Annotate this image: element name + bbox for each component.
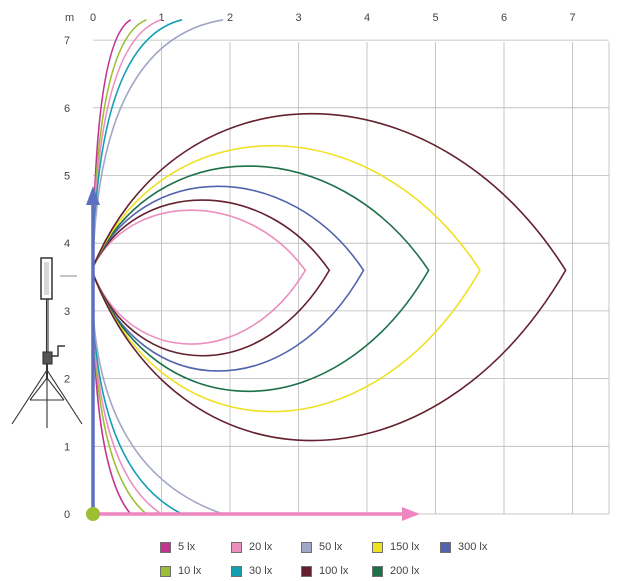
tick-labels: 0 1 2 3 4 5 6 7 0 1 2 3 4 5 6 7 <box>64 12 576 521</box>
tripod-light-icon <box>11 257 83 428</box>
isolux-curve <box>92 19 224 515</box>
x-tick-label: 3 <box>295 12 301 24</box>
origin-marker <box>86 507 100 521</box>
x-tick-label: 0 <box>90 12 96 24</box>
x-tick-label: 1 <box>158 12 164 24</box>
y-tick-label: 4 <box>64 238 70 250</box>
x-tick-label: 4 <box>364 12 370 24</box>
axis-unit-label: m <box>65 12 74 24</box>
x-tick-label: 7 <box>569 12 575 24</box>
y-tick-label: 3 <box>64 306 70 318</box>
isolux-curve <box>92 199 331 357</box>
isolux-curve <box>92 165 430 393</box>
y-tick-label: 5 <box>64 171 70 183</box>
isolux-curve <box>92 19 183 515</box>
isolux-curve <box>92 113 567 442</box>
x-tick-label: 2 <box>227 12 233 24</box>
y-tick-label: 7 <box>64 35 70 47</box>
x-tick-label: 6 <box>501 12 507 24</box>
y-tick-label: 1 <box>64 441 70 453</box>
x-tick-label: 5 <box>432 12 438 24</box>
axes <box>86 186 420 521</box>
y-tick-label: 0 <box>64 509 70 521</box>
isolux-curve <box>92 145 481 413</box>
isolux-curve <box>92 209 307 345</box>
isolux-curve <box>92 185 365 372</box>
isolux-curve <box>92 19 147 515</box>
x-axis-arrowhead <box>402 507 420 521</box>
y-tick-label: 2 <box>64 374 70 386</box>
y-tick-label: 6 <box>64 103 70 115</box>
isolux-curves <box>92 19 567 515</box>
grid <box>93 39 610 515</box>
y-axis-arrowhead <box>86 186 100 205</box>
